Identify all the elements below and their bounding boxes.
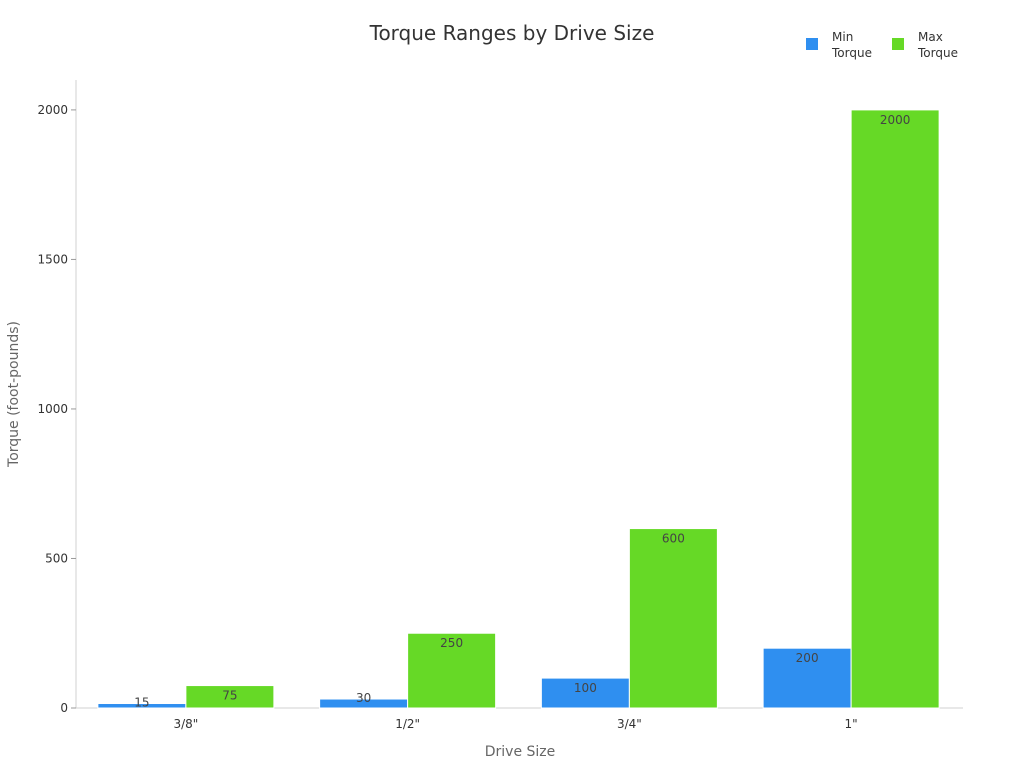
legend-swatch [806,38,818,50]
bar-max-torque [628,528,718,709]
chart-title: Torque Ranges by Drive Size [369,21,655,45]
bar-value-label: 600 [662,532,685,546]
legend-swatch [892,38,904,50]
bar-value-label: 75 [222,689,237,703]
bar-min-torque [762,647,852,709]
bar-max-torque [850,109,940,709]
bar-max-torque [185,685,275,709]
legend-label: Min Torque [831,30,872,60]
bar-value-label: 250 [440,636,463,650]
plot-area: 0 500 1000 1500 2000 3/8" 15 75 1/2" 30 250 3/4" 100… [37,80,963,731]
bar-value-label: 15 [134,696,149,710]
bar-value-label: 30 [356,691,371,705]
y-tick-label: 2000 [37,103,68,117]
bar-value-label: 100 [574,681,597,695]
legend-label: Max Torque [917,30,958,60]
x-tick-label: 3/8" [173,717,198,731]
x-tick-label: 1" [845,717,858,731]
y-axis-title: Torque (foot-pounds) [6,321,22,468]
x-tick-label: 1/2" [395,717,420,731]
y-tick-label: 500 [45,551,68,565]
bar-value-label: 200 [796,651,819,665]
x-tick-label: 3/4" [617,717,642,731]
y-tick-label: 1000 [37,402,68,416]
bar-min-torque [540,677,630,709]
bar-max-torque [407,632,497,709]
x-axis-title: Drive Size [485,744,556,760]
bar-value-label: 2000 [880,113,911,127]
y-tick-label: 1500 [37,252,68,266]
legend: Min Torque Max Torque [806,30,958,60]
y-tick-label: 0 [60,701,68,715]
